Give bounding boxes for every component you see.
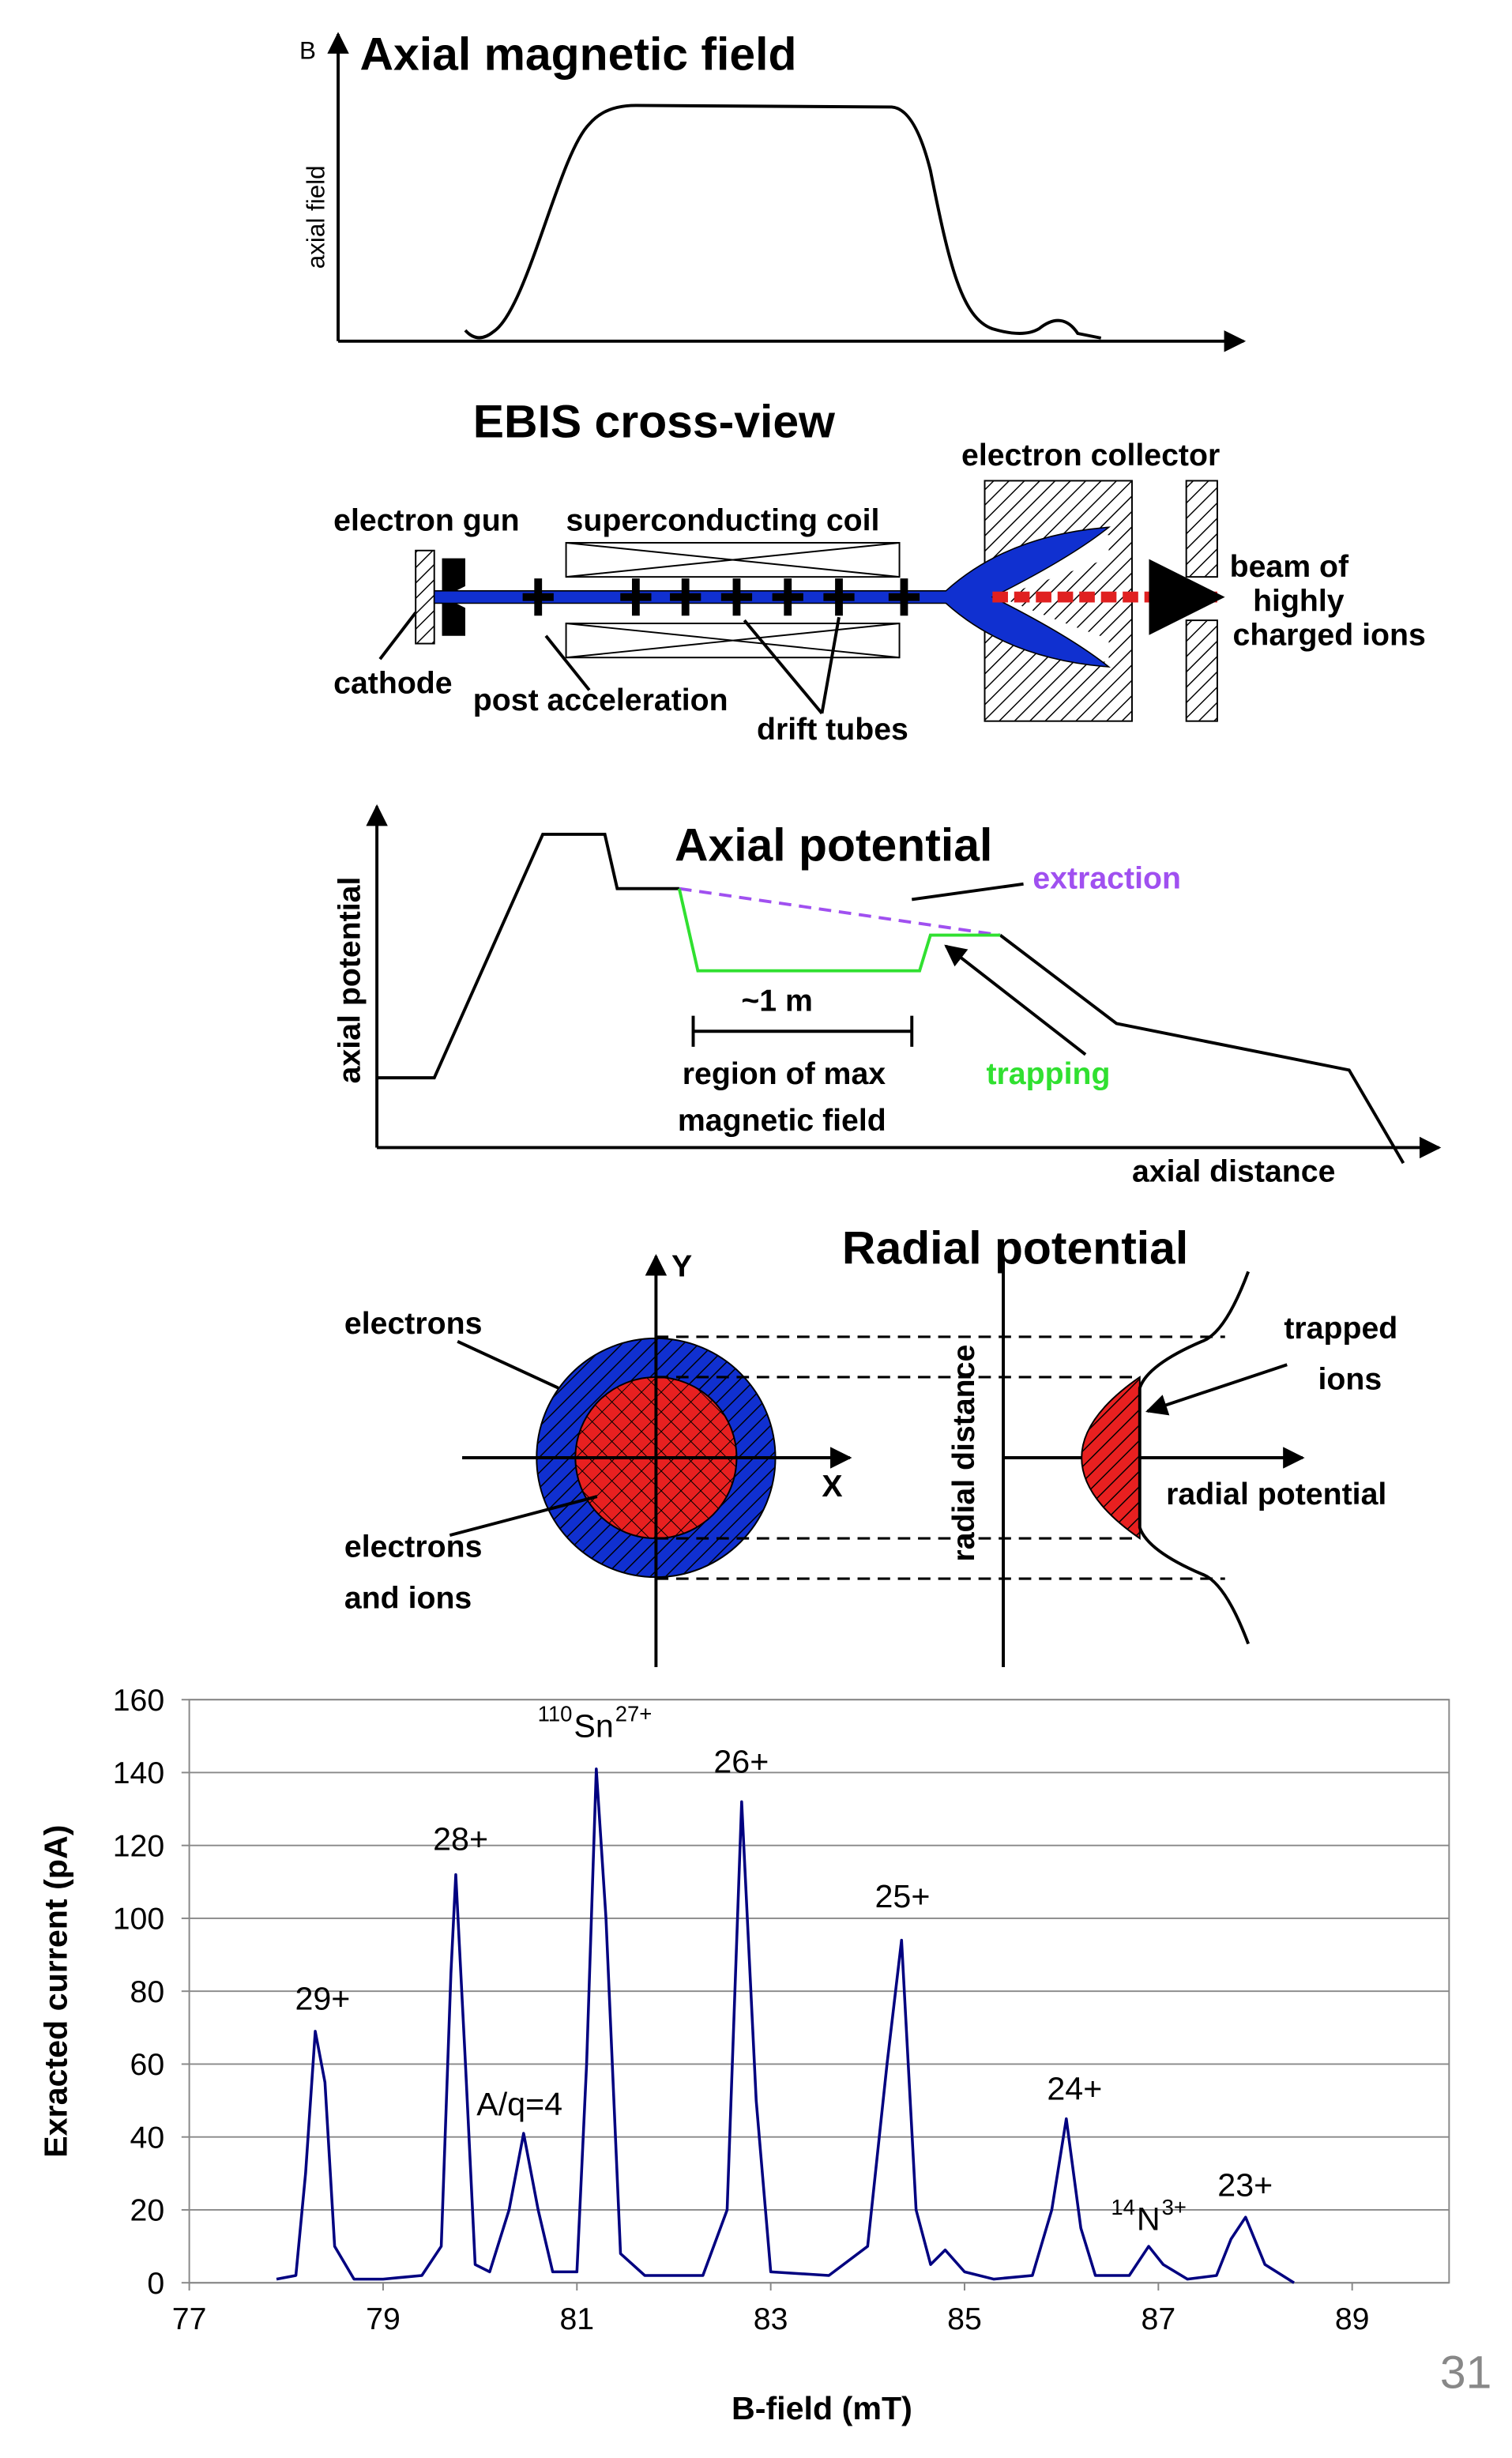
label: electron gun	[333, 503, 520, 537]
axial-potential-diagram: Axial potential extraction ~1 m region o…	[333, 804, 1442, 1189]
title: Radial potential	[842, 1223, 1188, 1274]
x-tick-label: 81	[559, 2302, 594, 2336]
annotation: 25+	[875, 1878, 931, 1914]
data-line	[276, 1767, 1296, 2284]
gun	[442, 558, 465, 636]
label: trapped	[1284, 1311, 1397, 1346]
magnetic-field-diagram: B Axial magnetic field axial field	[299, 28, 1247, 352]
label: electron collector	[961, 438, 1220, 472]
annotation: A/q=4	[476, 2086, 562, 2122]
label: highly	[1253, 583, 1345, 618]
coil	[566, 541, 900, 578]
drift-tubes	[522, 578, 920, 616]
x-tick-label: 77	[172, 2302, 207, 2336]
label: electrons	[344, 1530, 483, 1564]
label: cathode	[333, 665, 452, 700]
guide-lines	[656, 1335, 1225, 1580]
y-tick-label: 20	[130, 2193, 165, 2228]
label: radial distance	[946, 1345, 981, 1562]
title: EBIS cross-view	[473, 397, 835, 448]
pointers	[378, 612, 841, 715]
x-axis-title: B-field (mT)	[732, 2390, 912, 2426]
annotation: N	[1137, 2200, 1160, 2237]
label: ions	[1318, 1362, 1382, 1397]
cathode	[415, 549, 435, 645]
label: and ions	[344, 1580, 472, 1615]
page-number: 31	[1440, 2347, 1492, 2399]
annotation-prefix: 110	[538, 1702, 573, 1726]
y-tick-label: 60	[130, 2047, 165, 2082]
y-tick-label: 0	[147, 2266, 164, 2301]
pointers	[911, 882, 1087, 1056]
annotation: Sn	[574, 1707, 613, 1744]
annotation: 26+	[713, 1743, 769, 1779]
annotation-suffix: 3+	[1162, 2195, 1187, 2219]
y-label: axial field	[302, 165, 329, 269]
potential-curve	[377, 833, 1405, 1165]
annotation: 29+	[295, 1981, 350, 2017]
x-tick-label: 83	[754, 2302, 788, 2336]
extraction-curve	[679, 886, 1001, 937]
y-tick-label: 120	[113, 1828, 165, 1863]
label: electrons	[344, 1306, 483, 1341]
cross-view-diagram: EBIS cross-view electron collector elect…	[333, 397, 1426, 747]
annotation-suffix: 27+	[615, 1702, 653, 1726]
coil	[566, 623, 900, 659]
label: beam of	[1230, 549, 1349, 584]
label: trapping	[986, 1056, 1110, 1091]
label: X	[822, 1469, 842, 1504]
title: Axial potential	[675, 819, 992, 871]
label: superconducting coil	[566, 503, 880, 537]
label: extraction	[1032, 861, 1181, 896]
label: post acceleration	[473, 683, 728, 717]
label: magnetic field	[678, 1103, 886, 1138]
label: drift tubes	[757, 712, 908, 747]
field-curve	[464, 104, 1102, 340]
label: axial distance	[1132, 1154, 1335, 1189]
collector	[1185, 619, 1218, 722]
label: Y	[671, 1248, 692, 1283]
x-tick-label: 85	[947, 2302, 982, 2336]
y-tick-label: 80	[130, 1974, 165, 2009]
collector-gap	[946, 535, 1109, 663]
annotation-prefix: 14	[1111, 2195, 1135, 2219]
title: Axial magnetic field	[360, 28, 797, 80]
annotation: 28+	[433, 1821, 488, 1858]
y-tick-label: 140	[113, 1756, 165, 1790]
pointers	[449, 1340, 1288, 1538]
label: axial potential	[333, 877, 367, 1084]
spectrum-chart: B-field (mT) Exracted current (pA) 0 20 40…	[38, 1683, 1450, 2426]
x-tick-label: 89	[1335, 2302, 1370, 2336]
trapped-ions	[1081, 1376, 1140, 1539]
label: ~1 m	[741, 984, 813, 1018]
y-axis-title: Exracted current (pA)	[38, 1825, 74, 2158]
dimension	[691, 1015, 914, 1047]
annotation: 23+	[1217, 2166, 1273, 2203]
trapping-curve	[677, 888, 1001, 973]
label: charged ions	[1233, 618, 1426, 653]
y-tick-label: 40	[130, 2120, 165, 2155]
annotation: 24+	[1047, 2071, 1102, 2107]
potential-curve	[1138, 1270, 1251, 1645]
radial-potential-diagram: Radial potential Y X electrons electrons…	[344, 1223, 1397, 1667]
collector	[1185, 480, 1218, 578]
label: radial potential	[1166, 1477, 1386, 1511]
x-tick-label: 87	[1142, 2302, 1176, 2336]
y-tick-label: 100	[113, 1902, 165, 1937]
y-tick-label: 160	[113, 1683, 165, 1718]
x-tick-label: 79	[366, 2302, 401, 2336]
label: region of max	[683, 1056, 886, 1091]
axis-symbol: B	[299, 37, 316, 65]
